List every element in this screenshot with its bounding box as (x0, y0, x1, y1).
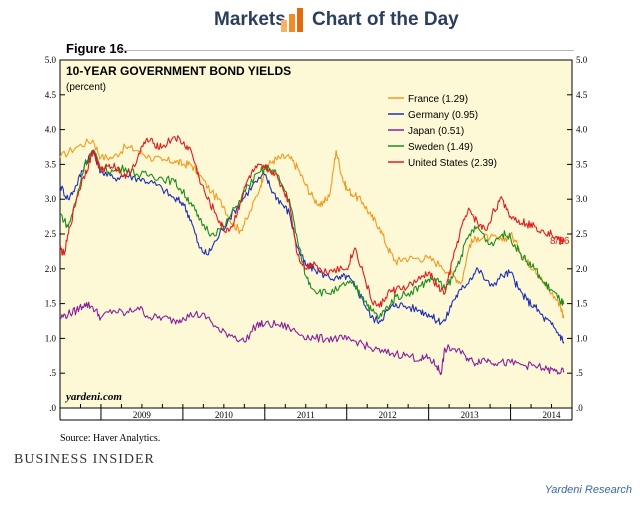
brand-text: BUSINESS INSIDER (14, 452, 155, 467)
y-tick-label-right: .5 (576, 368, 583, 378)
bond-yield-chart: 5.0 4.5 4.0 3.5 3.0 2.5 2.0 1.5 1.0 .5 .0 5.0 4.5 4.… (45, 55, 588, 421)
x-tick-label: 2009 (133, 410, 152, 420)
y-tick-label-left: 4.0 (45, 125, 57, 135)
header-rule (118, 50, 574, 51)
y-tick-label-left: 3.5 (45, 159, 57, 169)
y-tick-label-right: 5.0 (576, 55, 588, 65)
y-tick-label-left: 2.5 (45, 229, 57, 239)
y-tick-label-left: 1.0 (45, 333, 57, 343)
y-tick-label-right: 1.0 (576, 333, 588, 343)
y-tick-label-right: 2.5 (576, 229, 588, 239)
y-tick-label-right: 3.0 (576, 194, 588, 204)
y-tick-label-left: 1.5 (45, 299, 57, 309)
bar-chart-icon (281, 8, 303, 32)
credit-text: Yardeni Research (544, 484, 632, 496)
series-layer (59, 135, 565, 376)
y-tick-label-left: 4.5 (45, 90, 57, 100)
x-tick-label: 2013 (461, 410, 480, 420)
y-tick-label-right: 2.0 (576, 264, 588, 274)
chart-subtitle: (percent) (66, 82, 106, 93)
header-markets: Markets (214, 9, 286, 30)
legend: France (1.29) Germany (0.95) Japan (0.51) S… (388, 94, 497, 169)
series-line (59, 138, 565, 319)
y-tick-label-left: 5.0 (45, 55, 57, 65)
watermark: yardeni.com (64, 391, 122, 403)
x-tick-label: 2011 (297, 410, 315, 420)
chart-title: 10-YEAR GOVERNMENT BOND YIELDS (66, 64, 291, 78)
y-tick-label-right: .0 (576, 403, 583, 413)
header-chart-of-the-day: Chart of the Day (312, 9, 459, 30)
y-tick-label-right: 1.5 (576, 299, 588, 309)
legend-label: Japan (0.51) (408, 126, 464, 137)
series-line (59, 135, 565, 308)
y-tick-label-left: 3.0 (45, 194, 57, 204)
plot-background (59, 59, 573, 409)
source-note: Source: Haver Analytics. (60, 433, 161, 444)
x-tick-label: 2010 (215, 410, 234, 420)
y-axis-left: 5.0 4.5 4.0 3.5 3.0 2.5 2.0 1.5 1.0 .5 .0 (45, 55, 65, 413)
figure-label: Figure 16. (66, 41, 128, 56)
y-tick-label-right: 4.0 (576, 125, 588, 135)
x-tick-label: 2014 (543, 410, 562, 420)
y-axis-right: 5.0 4.5 4.0 3.5 3.0 2.5 2.0 1.5 1.0 .5 .0 (567, 55, 588, 413)
end-date-label: 8/26 (550, 236, 570, 247)
legend-label: United States (2.39) (408, 158, 497, 169)
header-banner: Markets Chart of the Day (0, 0, 640, 44)
series-line (59, 301, 565, 376)
y-tick-label-left: .5 (49, 368, 56, 378)
series-line (59, 149, 565, 344)
y-tick-label-right: 4.5 (576, 90, 588, 100)
y-tick-label-left: .0 (49, 403, 56, 413)
legend-label: Germany (0.95) (408, 110, 478, 121)
x-axis: 2009 2010 2011 2012 2013 2014 (59, 404, 573, 421)
series-line (59, 149, 565, 320)
x-tick-label: 2012 (379, 410, 397, 420)
legend-label: France (1.29) (408, 94, 468, 105)
business-insider-logo: BUSINESS INSIDER (14, 452, 155, 468)
y-tick-label-right: 3.5 (576, 159, 588, 169)
y-tick-label-left: 2.0 (45, 264, 57, 274)
legend-label: Sweden (1.49) (408, 142, 473, 153)
